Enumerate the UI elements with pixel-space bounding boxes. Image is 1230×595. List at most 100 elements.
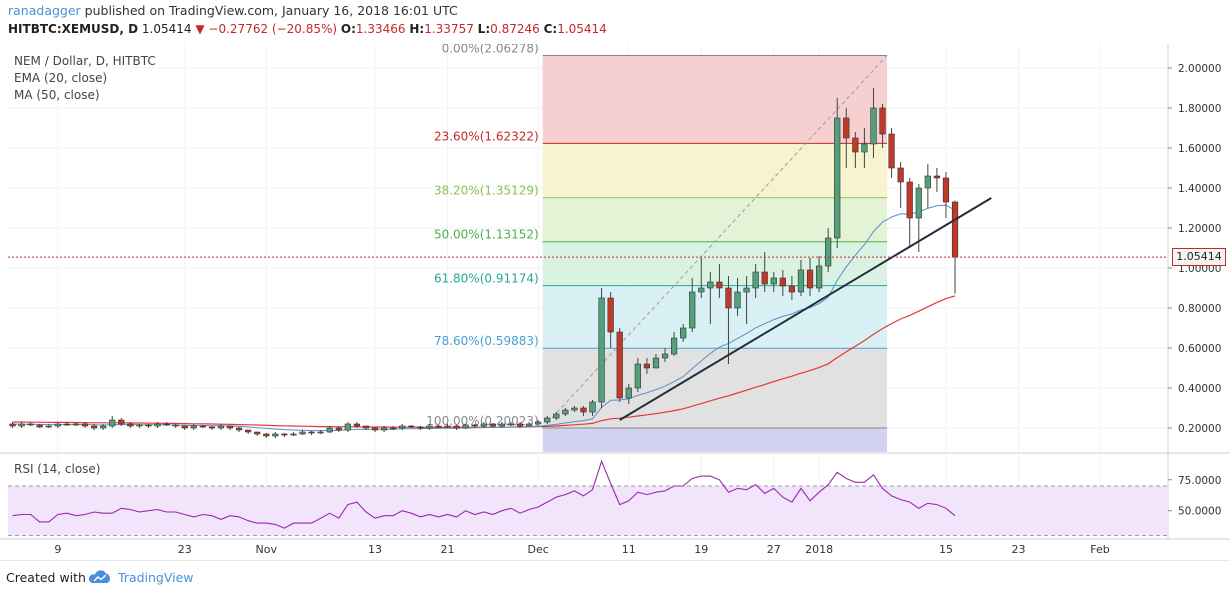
symbol-line: HITBTC:XEMUSD, D	[8, 22, 139, 36]
candle-body	[879, 107, 886, 135]
candle-body	[335, 427, 342, 431]
candle-body	[580, 407, 587, 413]
candle-body	[344, 423, 351, 431]
candle-body	[707, 281, 714, 289]
candle-body	[208, 426, 216, 429]
candle-body	[199, 425, 206, 428]
last-price: 1.05414	[141, 22, 192, 36]
candle-body	[36, 424, 43, 428]
candle-body	[852, 137, 859, 153]
candle-body	[834, 117, 841, 239]
time-axis-label: 2018	[805, 543, 833, 556]
chart-header: ranadagger published on TradingView.com,…	[0, 0, 1230, 44]
time-axis-label: 13	[368, 543, 382, 556]
legend-ema: EMA (20, close)	[14, 71, 108, 85]
candle-body	[625, 387, 632, 399]
fib-level-label: 0.00%(2.06278)	[442, 44, 539, 55]
candle-body	[535, 421, 542, 425]
candle-body	[734, 291, 741, 309]
candle-body	[716, 281, 723, 289]
candle-body	[661, 353, 669, 359]
candle-body	[181, 425, 188, 429]
candle-body	[399, 425, 406, 429]
price-axis-label: 1.20000	[1178, 223, 1221, 235]
candle-body	[426, 425, 433, 429]
candle-body	[299, 431, 306, 435]
candle-body	[489, 423, 496, 427]
candle-body	[870, 107, 877, 145]
time-axis-label: 15	[939, 543, 953, 556]
fib-zone	[542, 197, 888, 242]
price-axis-label: 0.40000	[1178, 383, 1221, 395]
candle-body	[81, 423, 89, 427]
time-axis-label: 19	[694, 543, 708, 556]
candle-body	[698, 287, 705, 293]
current-price-label: 1.05414	[1172, 248, 1226, 267]
candle-body	[453, 425, 460, 429]
candle-body	[172, 424, 179, 427]
candle-body	[544, 417, 551, 423]
candle-body	[353, 423, 361, 427]
candle-body	[725, 287, 732, 309]
rsi-line	[12, 459, 956, 529]
close-value: 1.05414	[557, 22, 607, 36]
candle-body	[118, 419, 125, 425]
candle-body	[163, 423, 170, 426]
published-text: published on TradingView.com, January 16…	[84, 3, 458, 18]
price-axis-label: 1.60000	[1178, 143, 1221, 155]
rsi-band	[8, 485, 1168, 536]
price-axis-label: 0.20000	[1178, 423, 1221, 435]
candle-body	[154, 423, 161, 427]
candle-body	[589, 401, 596, 413]
candle-body	[245, 429, 252, 433]
candle-body	[888, 133, 895, 169]
candle-body	[951, 201, 959, 258]
fib-level-label: 50.00%(1.13152)	[434, 228, 539, 242]
candle-body	[272, 433, 279, 437]
author-link[interactable]: ranadagger	[8, 3, 81, 18]
fib-zone	[542, 55, 888, 144]
candle-body	[915, 187, 922, 219]
candle-body	[226, 425, 234, 429]
candle-body	[562, 409, 569, 415]
fib-level-label: 61.80%(0.91174)	[434, 272, 539, 286]
candle-body	[45, 425, 52, 428]
candle-body	[308, 431, 315, 434]
open-label: O:	[340, 22, 356, 36]
candle-body	[770, 277, 777, 285]
candle-body	[788, 285, 796, 293]
time-axis-label: 27	[767, 543, 781, 556]
tradingview-link[interactable]: TradingView	[118, 570, 194, 585]
candle-body	[9, 423, 16, 427]
footer: Created with TradingView	[0, 560, 1230, 595]
legend-symbol: NEM / Dollar, D, HITBTC	[14, 54, 156, 68]
candle-body	[906, 181, 913, 219]
time-axis-label: 23	[1011, 543, 1025, 556]
price-axis-label: 0.80000	[1178, 303, 1221, 315]
price-axis-label: 1.80000	[1178, 103, 1221, 115]
candle-body	[761, 271, 768, 285]
ohlc-line: HITBTC:XEMUSD, D 1.05414 ▼ −0.27762 (−20…	[8, 22, 607, 36]
candle-body	[72, 423, 80, 426]
price-chart[interactable]: 0.00%(2.06278) 23.60%(1.62322) 38.20%(1.35…	[0, 44, 1230, 560]
candle-body	[371, 427, 379, 431]
rsi-legend: RSI (14, close)	[14, 462, 101, 476]
rsi-axis-label: 75.0000	[1178, 475, 1221, 487]
candle-body	[27, 423, 34, 426]
price-axis-label: 0.60000	[1178, 343, 1221, 355]
candle-body	[897, 167, 904, 183]
candle-body	[127, 423, 134, 427]
time-axis-label: 11	[622, 543, 636, 556]
candle-body	[145, 424, 152, 427]
candle-body	[317, 431, 324, 434]
tradingview-cloud-icon	[88, 570, 111, 583]
candle-body	[235, 427, 243, 431]
time-axis-label: Dec	[528, 543, 549, 556]
price-axis-label: 2.00000	[1178, 63, 1221, 75]
candle-body	[924, 175, 931, 189]
candle-body	[607, 297, 614, 333]
candle-body	[263, 433, 270, 437]
candle-body	[63, 423, 71, 426]
low-label: L:	[477, 22, 491, 36]
candle-body	[571, 407, 578, 411]
